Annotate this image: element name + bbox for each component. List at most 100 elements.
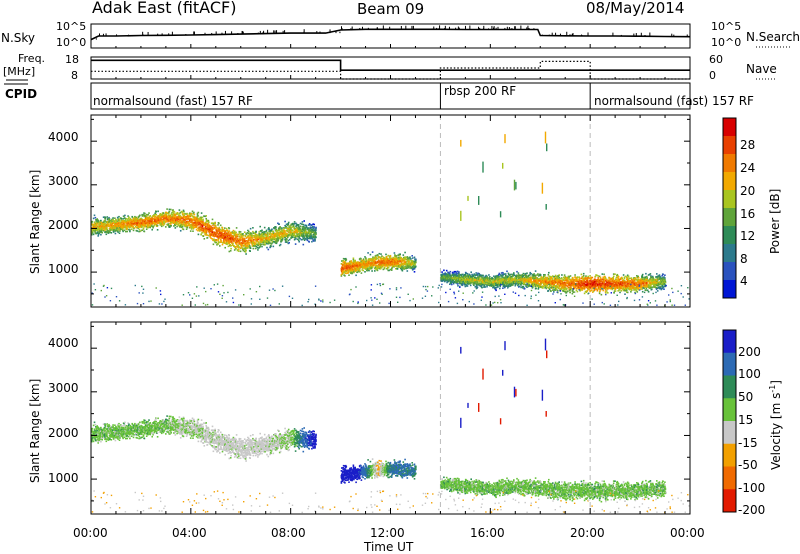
range-gate-cell [205,228,208,230]
range-gate-cell [140,229,143,232]
range-gate-cell [231,231,234,233]
range-gate-cell [231,244,234,246]
range-gate-cell [206,224,208,227]
range-gate-cell [96,219,98,221]
range-gate-cell [277,239,280,242]
range-gate-cell [219,241,221,243]
range-gate-cell [173,215,175,218]
range-gate-cell [482,274,484,277]
range-gate-cell [118,232,121,234]
range-gate-cell [173,211,176,213]
range-gate-cell [293,222,296,225]
range-gate-cell [360,258,362,260]
range-gate-cell [277,237,280,240]
range-gate-cell [180,226,183,228]
range-gate-cell [212,235,215,237]
range-gate-cell [255,245,258,248]
range-gate-cell [140,221,142,224]
range-gate-cell [130,226,132,228]
range-gate-cell [152,226,154,229]
range-gate-cell [146,219,149,221]
range-gate-cell [257,238,260,241]
range-gate-cell [219,234,221,237]
range-gate-cell [229,236,232,239]
range-gate-cell [186,212,188,215]
range-gate-cell [266,246,268,249]
range-gate-cell [221,228,224,231]
range-gate-cell [170,208,172,211]
range-gate-cell [473,273,476,275]
range-gate-cell [240,234,242,236]
range-gate-cell [268,240,271,242]
range-gate-cell [103,226,106,228]
range-gate-cell [413,271,416,273]
range-gate-cell [239,237,242,240]
range-gate-cell [237,248,239,251]
range-gate-cell [194,223,197,225]
range-gate-cell [249,247,252,249]
range-gate-cell [358,268,361,270]
range-gate-cell [143,212,145,214]
range-gate-cell [448,275,450,278]
range-gate-cell [150,217,152,220]
range-gate-cell [402,264,405,267]
range-gate-cell [216,227,218,229]
range-gate-cell [146,216,148,219]
range-gate-cell [249,238,251,240]
range-gate-cell [201,221,204,224]
range-gate-cell [98,224,100,226]
range-gate-cell [114,230,117,232]
range-gate-cell [211,238,213,240]
range-gate-cell [194,224,196,227]
range-gate-cell [175,216,177,218]
range-gate-cell [248,237,251,240]
range-gate-cell [225,242,227,245]
range-gate-cell [132,221,134,224]
range-gate-cell [214,224,217,227]
range-gate-cell [131,216,134,219]
range-gate-cell [295,228,297,231]
range-gate-cell [149,220,151,222]
range-gate-cell [285,225,287,228]
range-gate-cell [222,240,225,243]
range-gate-cell [182,223,184,225]
range-gate-cell [315,233,317,235]
range-gate-cell [140,218,142,221]
range-gate-cell [190,227,193,229]
range-gate-cell [214,239,216,241]
range-gate-cell [300,230,303,233]
range-gate-cell [214,235,217,237]
range-gate-cell [115,219,118,222]
range-gate-cell [184,222,187,224]
range-gate-cell [130,221,133,223]
range-gate-cell [251,236,253,238]
range-gate-cell [144,220,146,223]
range-gate-cell [251,242,253,245]
range-gate-cell [180,221,182,224]
range-gate-cell [125,220,127,222]
range-gate-cell [345,272,347,275]
range-gate-cell [159,215,161,217]
range-gate-cell [235,231,237,234]
range-gate-cell [374,270,376,272]
range-gate-cell [127,215,129,217]
range-gate-cell [219,232,221,235]
range-gate-cell [126,230,128,233]
range-gate-cell [168,211,170,214]
range-gate-cell [195,223,197,225]
range-gate-cell [495,289,497,292]
range-gate-cell [149,218,151,221]
range-gate-cell [492,286,494,289]
range-gate-cell [169,224,172,227]
range-gate-cell [238,248,240,250]
range-gate-cell [204,215,206,218]
range-gate-cell [235,239,238,241]
range-gate-cell [190,218,192,220]
range-gate-cell [192,225,195,227]
range-gate-cell [102,216,105,218]
range-gate-cell [167,224,170,226]
range-gate-cell [279,228,281,230]
range-gate-cell [299,225,302,228]
range-gate-cell [216,232,219,234]
range-gate-cell [217,224,219,226]
